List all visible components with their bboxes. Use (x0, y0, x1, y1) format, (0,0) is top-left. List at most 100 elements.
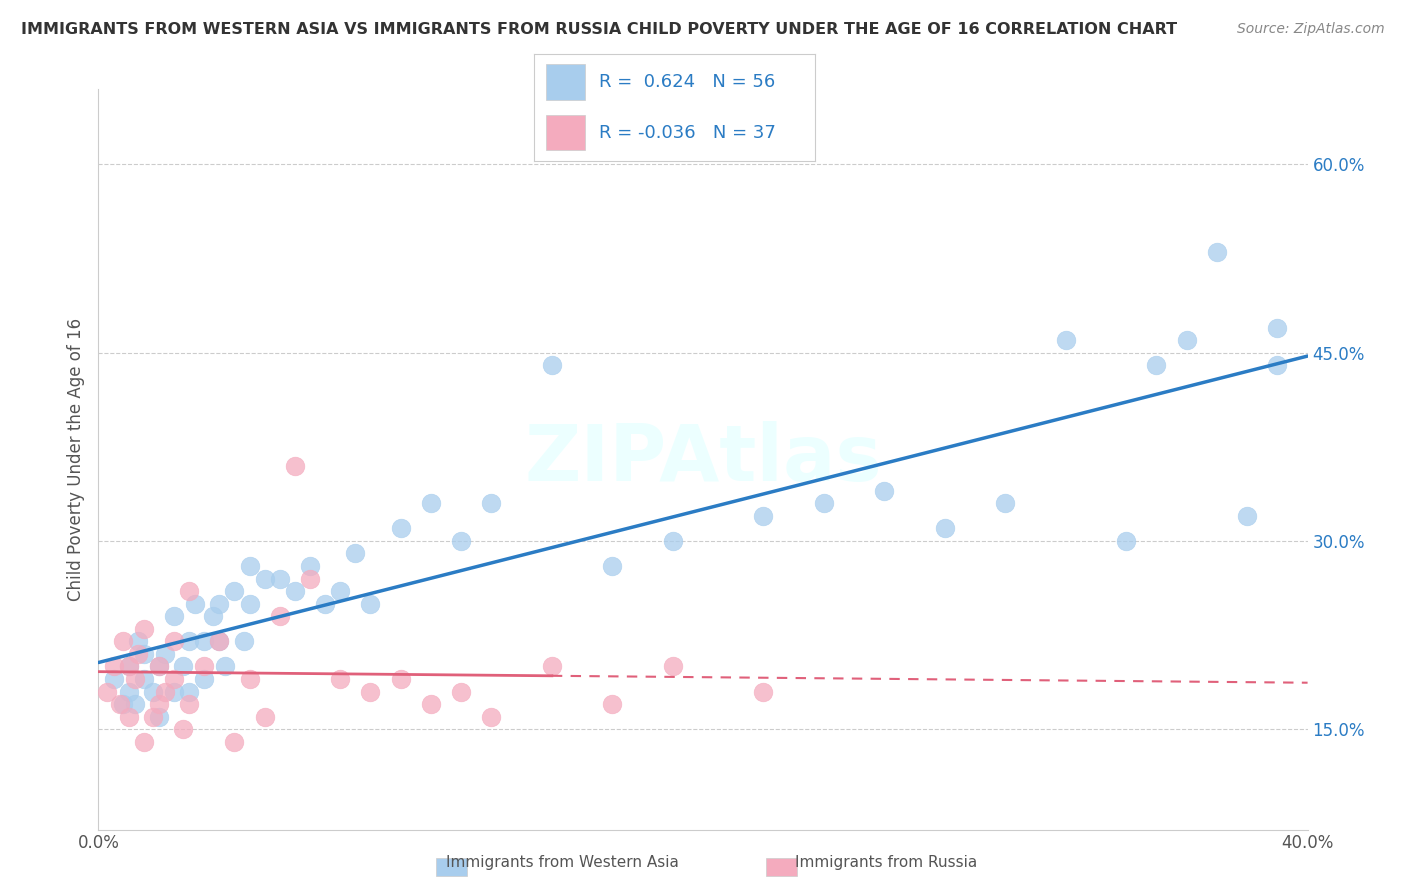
Point (344, 547, 367, 561)
Point (172, 659, 194, 673)
Point (1267, 358, 1289, 372)
Text: IMMIGRANTS FROM WESTERN ASIA VS IMMIGRANTS FROM RUSSIA CHILD POVERTY UNDER THE A: IMMIGRANTS FROM WESTERN ASIA VS IMMIGRAN… (21, 22, 1177, 37)
Point (481, 709, 503, 723)
Point (163, 684, 186, 698)
Point (239, 672, 262, 686)
Point (752, 684, 775, 698)
Point (148, 659, 170, 673)
Point (163, 672, 186, 686)
Point (193, 672, 215, 686)
Point (661, 659, 683, 673)
FancyBboxPatch shape (546, 114, 585, 150)
Point (224, 735, 246, 749)
Point (1206, 245, 1229, 260)
Point (148, 709, 170, 723)
Point (193, 634, 215, 648)
Point (934, 521, 956, 535)
Point (389, 521, 412, 535)
Point (118, 709, 141, 723)
Point (329, 672, 352, 686)
Point (284, 458, 307, 473)
Point (284, 584, 307, 599)
Text: ZIPAtlas: ZIPAtlas (524, 421, 882, 498)
Point (142, 684, 165, 698)
Point (314, 597, 336, 611)
Point (1144, 358, 1167, 372)
Point (360, 684, 382, 698)
Point (153, 647, 176, 661)
Point (118, 659, 141, 673)
Point (329, 584, 352, 599)
Point (994, 496, 1017, 510)
Point (132, 672, 155, 686)
Point (253, 572, 276, 586)
Point (148, 697, 170, 711)
Point (163, 634, 186, 648)
Point (269, 572, 291, 586)
Point (752, 508, 775, 523)
Point (208, 597, 231, 611)
Point (111, 634, 134, 648)
Point (118, 659, 141, 673)
Point (214, 659, 236, 673)
Point (269, 609, 291, 624)
Point (420, 496, 443, 510)
Point (179, 697, 201, 711)
Point (163, 609, 186, 624)
Point (602, 697, 624, 711)
Point (132, 735, 155, 749)
Point (873, 483, 896, 498)
Point (1236, 508, 1258, 523)
Point (111, 697, 134, 711)
Point (127, 647, 149, 661)
Text: Immigrants from Western Asia: Immigrants from Western Asia (446, 855, 679, 870)
Point (148, 659, 170, 673)
Point (540, 659, 562, 673)
Point (202, 609, 225, 624)
Point (208, 634, 231, 648)
Text: R =  0.624   N = 56: R = 0.624 N = 56 (599, 73, 775, 91)
Point (179, 634, 201, 648)
Point (299, 572, 322, 586)
Point (1267, 320, 1289, 334)
Point (389, 672, 412, 686)
Point (602, 559, 624, 574)
Point (224, 584, 246, 599)
Point (108, 697, 131, 711)
Text: Source: ZipAtlas.com: Source: ZipAtlas.com (1237, 22, 1385, 37)
Point (1115, 533, 1137, 548)
Point (1175, 333, 1198, 347)
Point (813, 496, 835, 510)
Point (239, 597, 262, 611)
Point (179, 684, 201, 698)
Point (540, 358, 562, 372)
Point (142, 709, 165, 723)
Point (239, 559, 262, 574)
Point (450, 684, 472, 698)
Point (127, 634, 149, 648)
Text: Immigrants from Russia: Immigrants from Russia (794, 855, 977, 870)
Point (208, 634, 231, 648)
Point (360, 597, 382, 611)
Point (253, 709, 276, 723)
Point (661, 533, 683, 548)
Point (172, 722, 194, 736)
Point (481, 496, 503, 510)
FancyBboxPatch shape (546, 64, 585, 100)
Point (420, 697, 443, 711)
Point (179, 584, 201, 599)
Point (103, 672, 125, 686)
Point (124, 672, 146, 686)
Point (232, 634, 254, 648)
Point (1054, 333, 1077, 347)
Point (103, 659, 125, 673)
Point (132, 622, 155, 636)
Point (153, 684, 176, 698)
Point (193, 659, 215, 673)
Y-axis label: Child Poverty Under the Age of 16: Child Poverty Under the Age of 16 (66, 318, 84, 601)
Point (450, 533, 472, 548)
Point (124, 697, 146, 711)
Text: R = -0.036   N = 37: R = -0.036 N = 37 (599, 124, 776, 142)
Point (96, 684, 118, 698)
Point (132, 647, 155, 661)
